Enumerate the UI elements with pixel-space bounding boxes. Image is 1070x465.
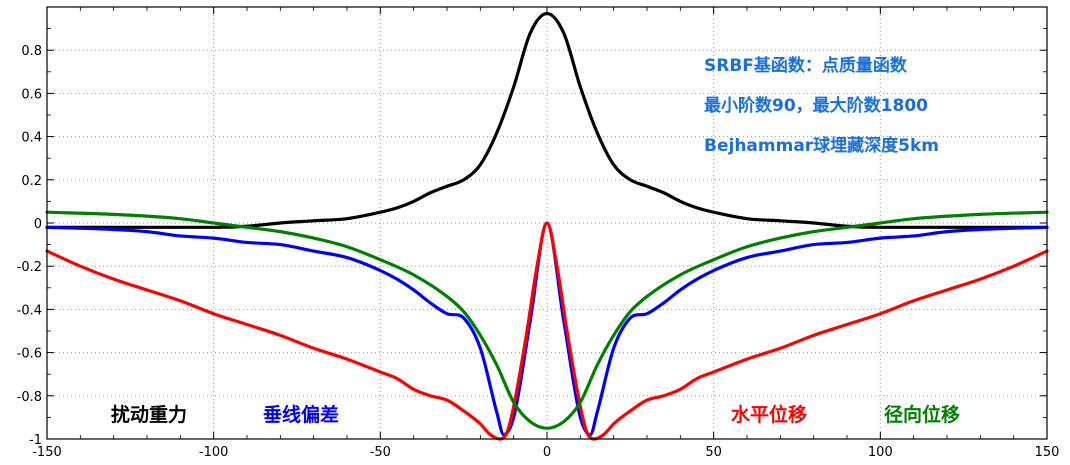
series-line-horizontal-displacement: [45, 221, 1049, 441]
x-tick-label: -100: [199, 445, 229, 460]
y-tick-label: -0.2: [17, 260, 42, 275]
y-tick-label: -0.4: [17, 303, 42, 318]
y-tick-label: -0.6: [17, 347, 42, 362]
x-tick-label: 100: [868, 445, 893, 460]
x-tick-label: 150: [1035, 445, 1060, 460]
legend-gravity-disturbance: 扰动重力: [111, 403, 187, 426]
y-tick-label: 0.2: [21, 174, 42, 189]
y-tick-label: 0: [34, 217, 42, 232]
annotation-bjerhammar-depth: Bejhammar球埋藏深度5km: [704, 135, 939, 156]
x-tick-label: -150: [32, 445, 62, 460]
y-tick-label: 0.4: [21, 131, 42, 146]
y-tick-label: 0.6: [21, 87, 42, 102]
y-tick-label: -1: [29, 433, 42, 448]
x-tick-label: -50: [370, 445, 391, 460]
y-tick-label: -0.8: [17, 390, 42, 405]
annotation-degree-range: 最小阶数90，最大阶数1800: [704, 95, 928, 116]
annotation-basis-function: SRBF基函数：点质量函数: [704, 55, 908, 76]
legend-radial-displacement: 径向位移: [884, 403, 960, 426]
series-line-radial-displacement: [45, 210, 1049, 430]
legend: 扰动重力 垂线偏差 水平位移 径向位移: [111, 403, 960, 426]
y-tick-label: 0.8: [21, 44, 42, 59]
legend-vertical-deflection: 垂线偏差: [263, 403, 339, 426]
series-layer: [45, 11, 1049, 441]
x-tick-label: 0: [543, 445, 551, 460]
x-tick-label: 50: [705, 445, 722, 460]
ticks: -150 -100 -50 0 50 100 150 -1 -0.8 -0.6 -0.4 -0.2 0 0…: [17, 7, 1060, 460]
legend-horizontal-displacement: 水平位移: [731, 403, 807, 426]
annotations: SRBF基函数：点质量函数 最小阶数90，最大阶数1800 Bejhammar球…: [704, 55, 939, 156]
